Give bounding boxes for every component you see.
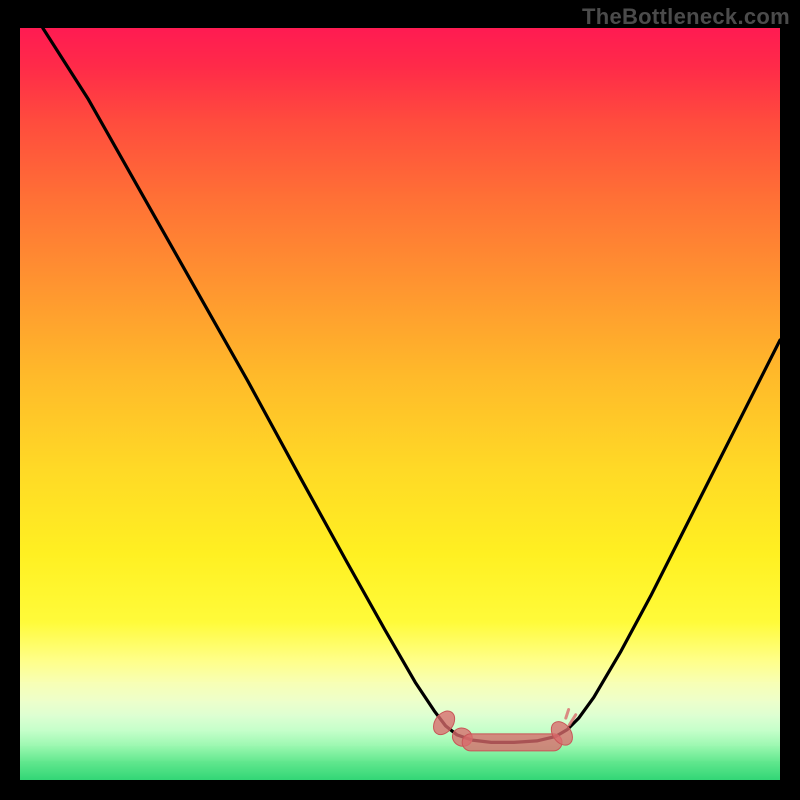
chart-frame: TheBottleneck.com <box>0 0 800 800</box>
bottleneck-curve <box>43 28 780 742</box>
curve-flat-marker <box>566 710 569 719</box>
watermark-text: TheBottleneck.com <box>582 4 790 30</box>
curve-layer <box>20 28 780 780</box>
plot-area <box>20 28 780 780</box>
curve-flat-marker <box>462 734 562 751</box>
